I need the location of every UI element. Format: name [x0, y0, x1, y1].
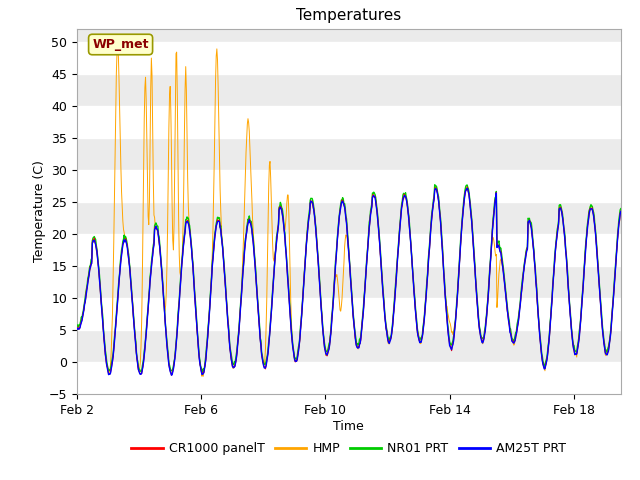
Bar: [77, 106, 621, 138]
Bar: [77, 298, 621, 330]
Text: WP_met: WP_met: [92, 38, 149, 51]
Bar: [77, 169, 621, 202]
Bar: [77, 42, 621, 73]
Y-axis label: Temperature (C): Temperature (C): [33, 160, 46, 262]
Legend: CR1000 panelT, HMP, NR01 PRT, AM25T PRT: CR1000 panelT, HMP, NR01 PRT, AM25T PRT: [127, 437, 571, 460]
Bar: [77, 361, 621, 394]
Bar: [77, 234, 621, 265]
X-axis label: Time: Time: [333, 420, 364, 433]
Title: Temperatures: Temperatures: [296, 9, 401, 24]
